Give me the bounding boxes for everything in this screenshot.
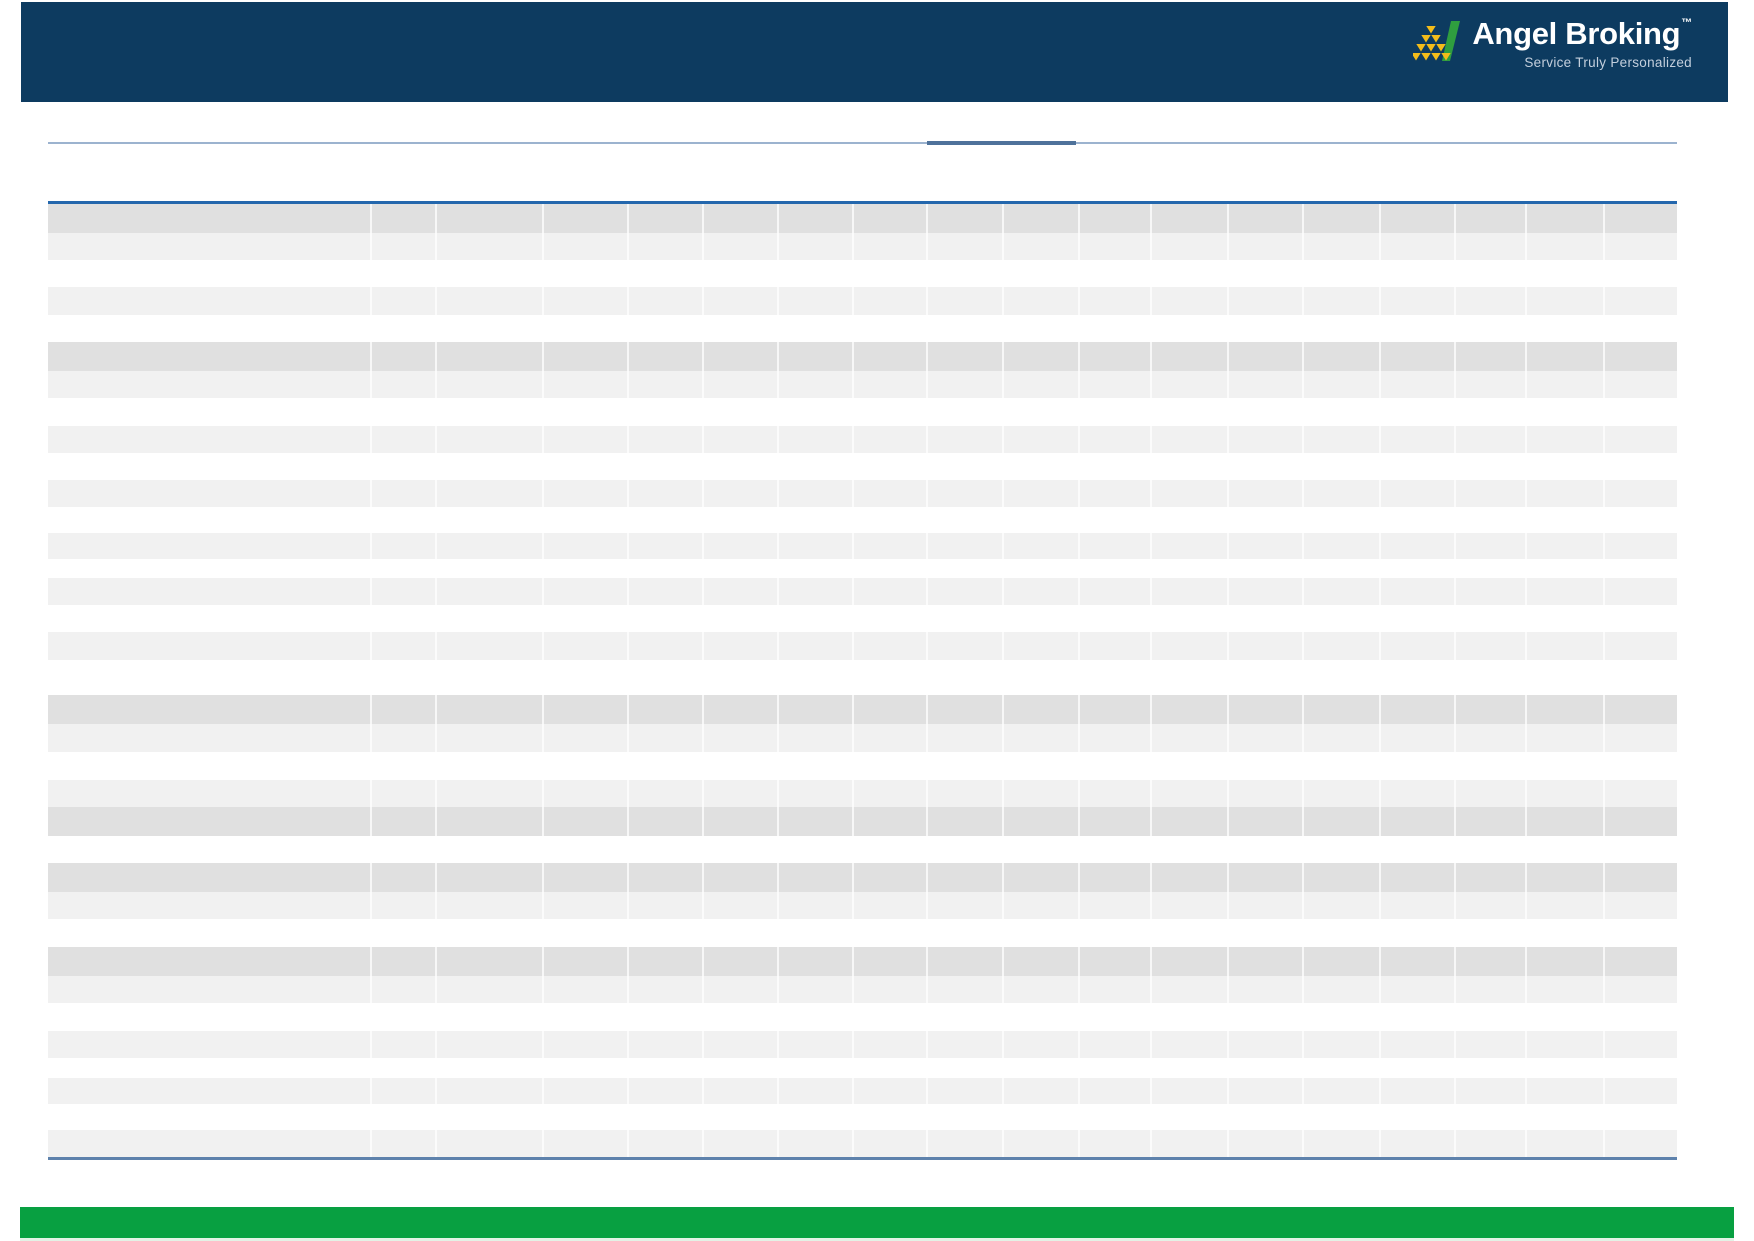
table-row (48, 947, 1677, 976)
table-row (48, 260, 1677, 287)
table-row (48, 780, 1677, 807)
table-row (48, 480, 1677, 507)
table-row (48, 204, 1677, 233)
table-row (48, 371, 1677, 398)
brand-tagline: Service Truly Personalized (1524, 54, 1692, 70)
title-underline-highlight (927, 141, 1076, 145)
table-row (48, 578, 1677, 605)
table-row (48, 1031, 1677, 1058)
table-row (48, 533, 1677, 559)
angel-broking-logo-icon (1413, 21, 1461, 61)
table-row (48, 1003, 1677, 1031)
table-row (48, 426, 1677, 453)
table-row (48, 1078, 1677, 1104)
table-row (48, 315, 1677, 342)
table-row (48, 507, 1677, 533)
table-row (48, 559, 1677, 578)
table-row (48, 660, 1677, 695)
table-row (48, 605, 1677, 632)
table-row (48, 724, 1677, 752)
footer-bar (20, 1207, 1734, 1241)
trademark-symbol: ™ (1681, 17, 1692, 29)
table-row (48, 752, 1677, 780)
table-row (48, 892, 1677, 919)
table-row (48, 863, 1677, 892)
header-bar: Angel Broking™ Service Truly Personalize… (21, 2, 1728, 102)
table-row (48, 1058, 1677, 1078)
table-row (48, 836, 1677, 863)
brand-name: Angel Broking™ (1472, 16, 1692, 51)
table-row (48, 976, 1677, 1003)
table-row (48, 287, 1677, 315)
table-rows (48, 204, 1677, 1157)
table-row (48, 632, 1677, 660)
table-row (48, 233, 1677, 260)
table-row (48, 342, 1677, 371)
title-underline (48, 141, 1677, 145)
table-row (48, 398, 1677, 426)
logo-text: Angel Broking™ Service Truly Personalize… (1472, 16, 1692, 70)
table-row (48, 453, 1677, 480)
redacted-data-table (48, 201, 1677, 1160)
table-row (48, 1104, 1677, 1130)
table-row (48, 695, 1677, 724)
table-row (48, 919, 1677, 947)
table-row (48, 807, 1677, 836)
angel-broking-logo: Angel Broking™ Service Truly Personalize… (1413, 16, 1692, 70)
table-row (48, 1130, 1677, 1157)
